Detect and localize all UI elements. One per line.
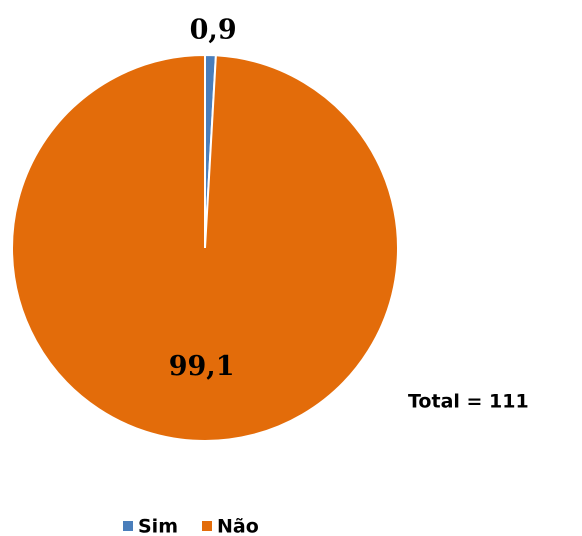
pie-slice (11, 53, 399, 442)
data-label: 0,9 (190, 15, 237, 46)
legend-label: Não (217, 516, 259, 536)
legend-swatch (202, 521, 212, 531)
legend-label: Sim (138, 516, 178, 536)
annotation: Total = 111 (408, 391, 529, 413)
legend-swatch (123, 521, 133, 531)
data-label: 99,1 (169, 351, 235, 382)
